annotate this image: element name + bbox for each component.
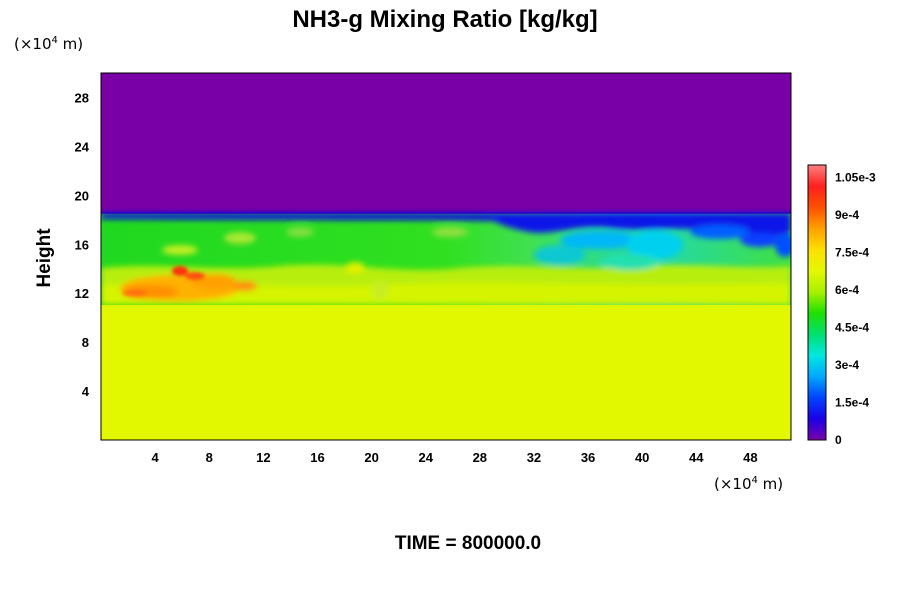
colorbar bbox=[807, 164, 827, 441]
y-axis-ticks: 4 8 12 16 20 24 28 bbox=[75, 90, 90, 399]
x-axis-ticks: 4 8 12 16 20 24 28 32 36 40 44 48 bbox=[152, 450, 758, 465]
y-tick-label: 8 bbox=[82, 335, 89, 350]
y-tick-label: 24 bbox=[75, 139, 90, 154]
chart-title: NH3-g Mixing Ratio [kg/kg] bbox=[292, 6, 597, 33]
colorbar-tick-label: 3e-4 bbox=[835, 358, 859, 372]
plume-core bbox=[123, 266, 205, 296]
colorbar-tick-label: 4.5e-4 bbox=[835, 321, 869, 335]
x-tick-label: 4 bbox=[152, 450, 160, 465]
x-tick-label: 32 bbox=[527, 450, 541, 465]
y-tick-label: 4 bbox=[82, 384, 90, 399]
y-tick-label: 20 bbox=[75, 188, 89, 203]
x-tick-label: 40 bbox=[635, 450, 649, 465]
x-tick-label: 36 bbox=[581, 450, 595, 465]
x-tick-label: 28 bbox=[473, 450, 487, 465]
colorbar-ticks: 0 1.5e-4 3e-4 4.5e-4 6e-4 7.5e-4 9e-4 1.05e-3 bbox=[835, 171, 876, 448]
colorbar-tick-label: 1.5e-4 bbox=[835, 396, 869, 410]
x-unit-label: (×104 m) bbox=[714, 475, 783, 493]
band-features bbox=[101, 213, 791, 305]
colorbar-tick-label: 1.05e-3 bbox=[835, 171, 876, 185]
y-tick-label: 16 bbox=[75, 237, 89, 252]
y-tick-label: 28 bbox=[75, 90, 89, 105]
y-tick-label: 12 bbox=[75, 286, 89, 301]
x-tick-label: 12 bbox=[256, 450, 270, 465]
colorbar-tick-label: 6e-4 bbox=[835, 283, 859, 297]
y-axis-label: Height bbox=[34, 228, 55, 288]
upper-layer bbox=[101, 73, 791, 213]
colorbar-tick-label: 9e-4 bbox=[835, 208, 859, 222]
colorbar-tick-label: 7.5e-4 bbox=[835, 246, 869, 260]
lower-layer bbox=[101, 305, 791, 440]
time-label: TIME = 800000.0 bbox=[395, 533, 541, 554]
y-unit-label: (×104 m) bbox=[14, 35, 83, 53]
x-tick-label: 20 bbox=[364, 450, 378, 465]
x-tick-label: 8 bbox=[206, 450, 213, 465]
colorbar-tick-label: 0 bbox=[835, 433, 842, 447]
x-tick-label: 44 bbox=[689, 450, 704, 465]
plot-frame bbox=[100, 72, 792, 441]
x-tick-label: 48 bbox=[743, 450, 757, 465]
heatmap-field bbox=[101, 73, 791, 440]
x-tick-label: 24 bbox=[418, 450, 433, 465]
x-tick-label: 16 bbox=[310, 450, 324, 465]
